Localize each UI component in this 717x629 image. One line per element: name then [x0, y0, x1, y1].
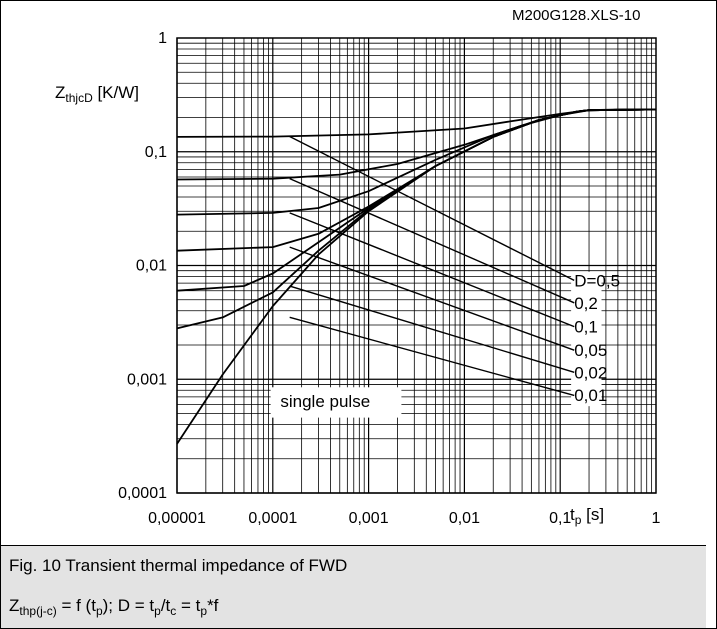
x-tick-label: 1	[652, 510, 661, 527]
x-tick-label: 0,0001	[248, 510, 297, 527]
y-tick-label: 0,01	[136, 258, 167, 275]
x-tick-label: 0,001	[349, 510, 389, 527]
y-tick-label: 0,0001	[118, 485, 167, 502]
curve-label: 0,2	[574, 294, 598, 313]
curve-label: single pulse	[280, 392, 370, 411]
duty-line-D=0,5	[289, 135, 575, 281]
curve-label: D=0,5	[574, 272, 620, 291]
x-tick-label: 0,1	[549, 510, 571, 527]
x-tick-labels: 0,00001 0,0001 0,001 0,01 0,1 1	[148, 510, 660, 527]
impedance-curves	[176, 108, 657, 445]
duty-line-0,2	[289, 178, 575, 304]
y-tick-label: 1	[158, 30, 167, 47]
source-tag: M200G128.XLS-10	[512, 7, 640, 24]
duty-line-0,05	[289, 246, 575, 351]
curve-0,1	[176, 108, 657, 216]
duty-label-box	[571, 271, 602, 407]
x-tick-label: 0,00001	[148, 510, 206, 527]
y-tick-label: 0,1	[145, 144, 167, 161]
single-pulse-label-box	[270, 387, 402, 418]
caption-formula: Zthp(j-c) = f (tp); D = tp/tc = tp*f	[9, 596, 219, 618]
curve-D=0,5	[176, 108, 656, 138]
y-tick-labels: 0,0001 0,001 0,01 0,1 1	[118, 30, 167, 502]
figure-caption: Fig. 10 Transient thermal impedance of F…	[1, 545, 706, 628]
curve-label: 0,05	[574, 341, 607, 360]
grid	[176, 38, 656, 494]
curve-label: 0,01	[574, 386, 607, 405]
curve-single pulse	[176, 108, 657, 445]
curve-labels: D=0,5 0,2 0,1 0,05 0,02 0,01 single pulse	[280, 272, 620, 411]
x-axis-label: tp [s]	[570, 505, 604, 527]
duty-line-0,1	[289, 212, 575, 328]
curve-label: 0,1	[574, 318, 598, 337]
caption-title: Fig. 10 Transient thermal impedance of F…	[9, 556, 348, 575]
duty-line-0,02	[289, 285, 575, 374]
duty-cycle-lines	[289, 135, 575, 397]
thermal-impedance-chart: D=0,5 0,2 0,1 0,05 0,02 0,01 single pulse 0,00…	[55, 7, 661, 527]
y-axis-label: ZthjcD [K/W]	[55, 83, 139, 105]
curve-label: 0,02	[574, 364, 607, 383]
duty-line-0,01	[289, 316, 575, 397]
plot-border	[176, 37, 657, 494]
x-tick-label: 0,01	[449, 510, 480, 527]
y-tick-label: 0,001	[127, 371, 167, 388]
